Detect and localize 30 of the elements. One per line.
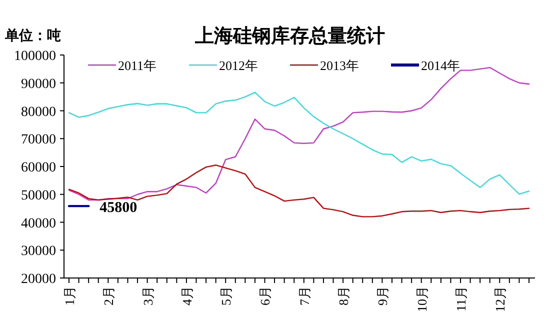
y-tick-label: 70000 (21, 132, 56, 148)
x-tick-label: 6月 (258, 286, 273, 306)
y-tick-label: 50000 (21, 188, 56, 204)
y-tick-label: 100000 (14, 49, 56, 64)
legend-label: 2011年 (118, 58, 157, 73)
legend-label: 2013年 (320, 58, 359, 73)
x-tick-label: 2月 (101, 286, 116, 306)
y-tick-label: 40000 (21, 216, 56, 232)
x-tick-label: 3月 (140, 286, 156, 306)
line-series (68, 164, 530, 218)
y-tick-label: 30000 (21, 244, 56, 260)
y-tick-label: 90000 (21, 76, 56, 92)
data-label: 45800 (100, 200, 138, 216)
chart-title: 上海硅钢库存总量统计 (194, 25, 385, 47)
x-tick-label: 12月 (492, 286, 508, 312)
x-tick-label: 9月 (375, 286, 390, 306)
y-tick-label: 60000 (21, 160, 56, 176)
legend-label: 2012年 (219, 58, 258, 73)
legend-label: 2014年 (421, 58, 460, 73)
line-series (68, 92, 530, 195)
x-tick-label: 4月 (179, 286, 194, 306)
x-tick-label: 1月 (62, 286, 77, 306)
x-tick-label: 5月 (218, 286, 234, 306)
x-tick-label: 8月 (336, 286, 352, 306)
text: 单位：吨 (4, 28, 61, 44)
x-tick-label: 7月 (296, 286, 312, 306)
x-tick-label: 10月 (414, 286, 430, 312)
x-tick-label: 11月 (453, 286, 468, 312)
y-tick-label: 80000 (21, 104, 56, 120)
y-tick-label: 20000 (21, 272, 56, 287)
